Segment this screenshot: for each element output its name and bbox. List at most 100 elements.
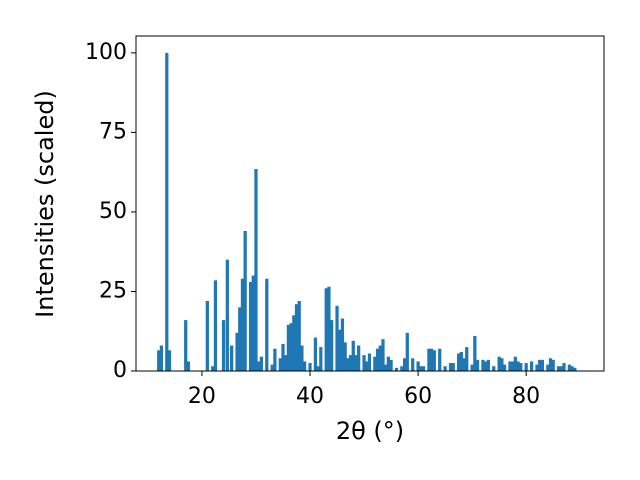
bar: [257, 361, 261, 371]
bar: [402, 358, 407, 371]
bar: [343, 342, 347, 371]
bar: [381, 339, 385, 371]
x-tick-label: 80: [512, 384, 540, 409]
bar: [278, 358, 282, 371]
bar: [535, 364, 539, 371]
bar: [238, 307, 242, 371]
bar: [270, 364, 274, 371]
bar: [513, 356, 517, 371]
bar: [432, 350, 436, 371]
bar: [184, 320, 188, 371]
bar: [443, 366, 447, 371]
bar: [289, 323, 293, 371]
bar: [324, 288, 328, 371]
bar: [254, 168, 258, 371]
bar: [511, 361, 515, 371]
bar: [251, 275, 255, 371]
y-tick-label: 75: [99, 119, 127, 144]
bar: [284, 355, 288, 371]
bar: [354, 355, 358, 371]
bar: [340, 318, 345, 371]
bar: [281, 343, 285, 371]
bar: [294, 304, 299, 371]
bar: [481, 359, 485, 371]
bar: [367, 353, 372, 371]
bar: [573, 367, 577, 371]
bar: [502, 364, 507, 371]
bar: [319, 347, 323, 371]
bar: [427, 348, 431, 371]
bar: [165, 52, 169, 371]
bar: [411, 358, 415, 371]
bar: [211, 366, 215, 371]
bar: [394, 367, 399, 371]
bar: [519, 363, 523, 371]
bar: [292, 315, 296, 371]
bar: [213, 280, 218, 371]
bar: [400, 366, 404, 371]
bar: [365, 361, 369, 371]
bar: [389, 359, 393, 371]
y-tick-label: 100: [85, 40, 127, 65]
bar: [378, 345, 382, 371]
bar: [316, 366, 320, 371]
bar: [473, 336, 477, 371]
bar: [486, 359, 490, 371]
bar: [429, 348, 434, 371]
bar: [186, 361, 191, 371]
bar: [540, 359, 545, 371]
bar: [375, 348, 380, 371]
y-tick-label: 50: [99, 199, 127, 224]
bar: [157, 350, 161, 371]
bar: [492, 366, 496, 371]
bar: [159, 345, 164, 371]
bar: [448, 363, 453, 371]
bar: [230, 345, 234, 371]
bar: [529, 361, 534, 371]
bar: [546, 364, 550, 371]
bar: [538, 359, 542, 371]
bar: [459, 351, 463, 371]
bar: [308, 363, 312, 371]
y-axis-label: Intensities (scaled): [31, 90, 59, 318]
bar: [348, 355, 353, 371]
bar: [300, 345, 304, 371]
bar: [465, 347, 469, 371]
bar: [451, 363, 455, 371]
bar: [416, 361, 420, 371]
bar: [548, 358, 553, 371]
bar: [386, 356, 390, 371]
bar: [570, 366, 574, 371]
bar: [338, 329, 342, 371]
bar: [373, 356, 377, 371]
bar: [438, 348, 442, 371]
bar: [362, 355, 366, 371]
bar: [551, 359, 555, 371]
bar: [405, 332, 409, 371]
x-tick-label: 20: [188, 384, 216, 409]
bar: [567, 364, 572, 371]
bar: [273, 348, 277, 371]
bar: [327, 286, 331, 371]
bar: [500, 358, 504, 371]
bar: [248, 281, 253, 371]
bar: [330, 320, 334, 371]
bar: [516, 361, 520, 371]
bar: [286, 324, 291, 371]
bar: [384, 364, 388, 371]
bar: [357, 345, 361, 371]
bar: [313, 337, 318, 371]
bar: [302, 361, 307, 371]
bar: [556, 366, 561, 371]
bar: [167, 350, 172, 371]
x-axis-label: 2θ (°): [336, 417, 404, 445]
bar: [475, 359, 480, 371]
bar: [419, 366, 423, 371]
x-tick-label: 60: [404, 384, 432, 409]
bar: [346, 358, 350, 371]
plot-frame: [135, 35, 605, 372]
bar: [265, 278, 269, 371]
bar: [457, 353, 461, 371]
y-tick-label: 25: [99, 278, 127, 303]
bar: [559, 366, 563, 371]
